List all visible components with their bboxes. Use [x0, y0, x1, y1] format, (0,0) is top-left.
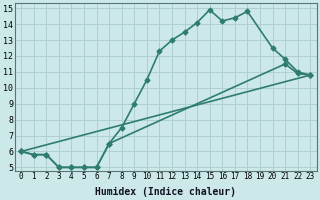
X-axis label: Humidex (Indice chaleur): Humidex (Indice chaleur)	[95, 186, 236, 197]
